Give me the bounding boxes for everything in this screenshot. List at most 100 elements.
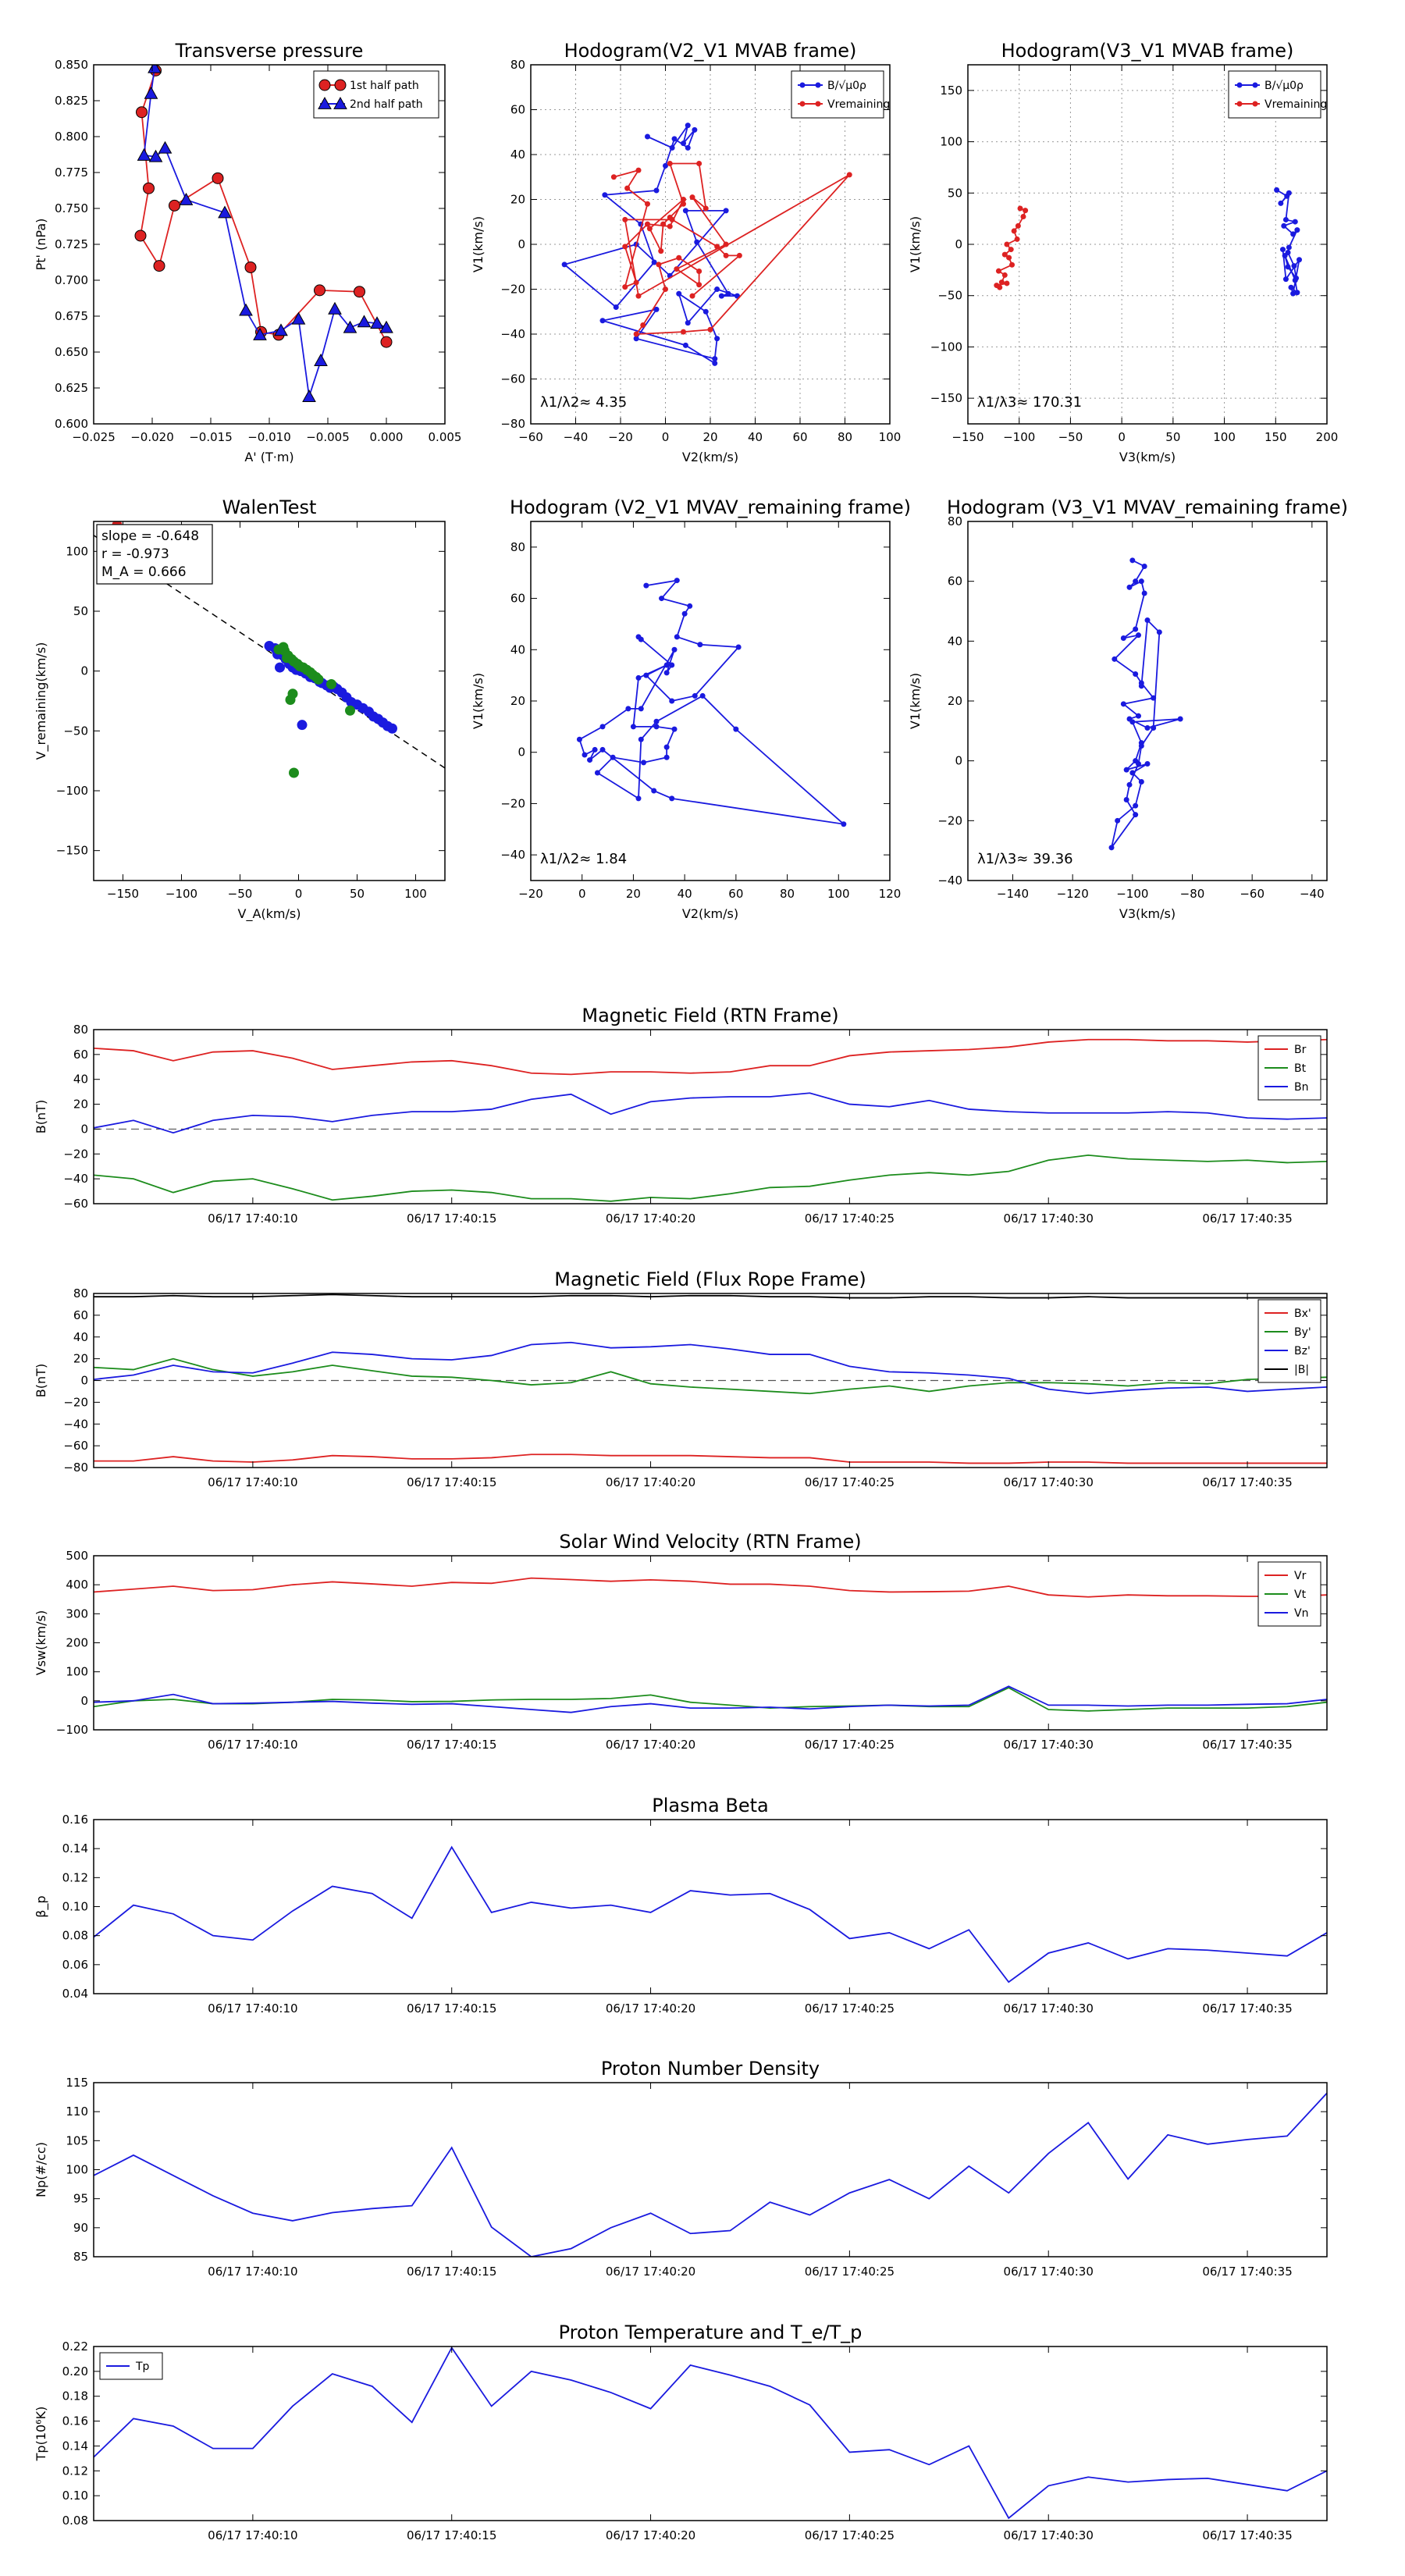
data-point	[354, 286, 365, 298]
data-point	[681, 197, 686, 202]
legend-marker	[334, 79, 347, 91]
legend-label: |B|	[1294, 1364, 1309, 1376]
legend-box	[313, 70, 439, 119]
data-point	[994, 283, 1000, 289]
legend-marker	[1236, 101, 1243, 107]
y-tick-label: 60	[948, 575, 962, 589]
data-point	[1290, 231, 1297, 237]
plot-area	[94, 2347, 1327, 2520]
legend-box	[1257, 1299, 1321, 1383]
data-point	[723, 208, 729, 214]
y-tick-label: 0.600	[55, 417, 88, 431]
series-line-bx	[94, 1453, 1327, 1464]
x-tick-label: −140	[997, 887, 1029, 901]
data-point	[669, 216, 675, 222]
series-line-br	[94, 1038, 1327, 1076]
y-axis-label: β_p	[34, 1895, 49, 1917]
data-point	[692, 692, 698, 699]
data-point	[671, 646, 678, 653]
data-point	[1133, 812, 1139, 818]
data-point	[1138, 578, 1144, 585]
data-point	[685, 320, 691, 326]
y-tick-label: 60	[510, 103, 525, 117]
data-point	[289, 767, 299, 778]
data-point	[681, 141, 686, 147]
data-point	[379, 320, 393, 333]
y-tick-label: 100	[66, 2163, 88, 2177]
x-tick-label: 06/17 17:40:20	[606, 1475, 695, 1489]
plot-area	[134, 65, 393, 402]
data-point	[735, 644, 742, 650]
legend-marker	[318, 79, 331, 91]
data-point	[582, 752, 588, 758]
legend-marker	[333, 96, 347, 109]
data-point	[622, 244, 628, 250]
x-tick-label: 40	[748, 430, 763, 444]
stats-line: slope = -0.648	[101, 528, 199, 544]
x-tick-label: −100	[165, 887, 197, 901]
y-tick-label: 0.725	[55, 237, 88, 251]
series-2nd-half-path	[137, 65, 393, 402]
y-tick-label: −20	[63, 1395, 88, 1409]
data-point	[1123, 797, 1129, 802]
data-point	[380, 336, 393, 348]
axes-frame	[93, 2346, 1328, 2521]
axes-frame	[530, 521, 891, 881]
data-point	[653, 718, 660, 724]
chart-title: Proton Temperature and T_e/T_p	[559, 2322, 863, 2343]
legend-label: Bt	[1294, 1062, 1307, 1075]
x-tick-label: 0	[1118, 430, 1126, 444]
y-tick-label: 0.825	[55, 94, 88, 108]
data-point	[663, 670, 670, 676]
x-tick-label: −40	[564, 430, 589, 444]
data-point	[610, 754, 616, 760]
data-point	[696, 269, 702, 274]
x-tick-label: 20	[702, 430, 717, 444]
x-tick-label: −0.010	[247, 430, 291, 444]
legend-label: Vremaining	[827, 98, 890, 111]
data-point	[561, 262, 567, 268]
legend-label: 2nd half path	[350, 98, 423, 111]
y-axis-label: V1(km/s)	[471, 673, 486, 729]
y-tick-label: 40	[948, 634, 962, 648]
legend-label: Bx'	[1294, 1308, 1311, 1320]
legend: Br Bt Bn	[1257, 1035, 1321, 1101]
legend-label: 1st half path	[350, 80, 419, 92]
x-tick-label: 40	[678, 887, 692, 901]
chart-title: Plasma Beta	[652, 1795, 768, 1816]
data-point	[1020, 214, 1026, 220]
y-tick-label: 20	[73, 1098, 88, 1112]
series-line	[578, 579, 846, 826]
series-line-vn	[94, 1685, 1327, 1713]
eigenvalue-ratio-annotation: λ1/λ3≈ 39.36	[977, 851, 1073, 867]
data-point	[687, 603, 693, 609]
data-point	[1290, 290, 1297, 297]
x-tick-label: 80	[838, 430, 852, 444]
x-tick-label: 06/17 17:40:25	[805, 2265, 895, 2279]
data-point	[635, 795, 642, 802]
series-line-np	[94, 2092, 1327, 2257]
y-tick-label: −20	[63, 1147, 88, 1161]
x-axis-label: A' (T·m)	[244, 450, 293, 464]
y-tick-label: 105	[66, 2133, 88, 2147]
data-point	[714, 244, 720, 250]
data-point	[669, 662, 675, 668]
legend-marker	[1236, 82, 1243, 88]
chart-title: Magnetic Field (Flux Rope Frame)	[554, 1268, 866, 1290]
y-tick-label: 0.12	[62, 1870, 88, 1884]
data-point	[633, 331, 639, 337]
legend-label: Vremaining	[1264, 98, 1327, 111]
y-tick-label: 80	[510, 58, 525, 72]
data-point	[328, 301, 342, 315]
series-line-bz	[94, 1341, 1327, 1395]
y-tick-label: 100	[66, 544, 88, 558]
x-tick-label: 100	[1213, 430, 1236, 444]
y-tick-label: −80	[500, 417, 525, 431]
data-point	[1141, 564, 1147, 569]
y-tick-label: 0.775	[55, 165, 88, 180]
data-point	[357, 315, 372, 328]
data-point	[625, 706, 631, 712]
y-tick-label: 0	[80, 1374, 88, 1388]
data-point	[244, 261, 257, 273]
legend-label: B/√μ0ρ	[1264, 80, 1304, 92]
